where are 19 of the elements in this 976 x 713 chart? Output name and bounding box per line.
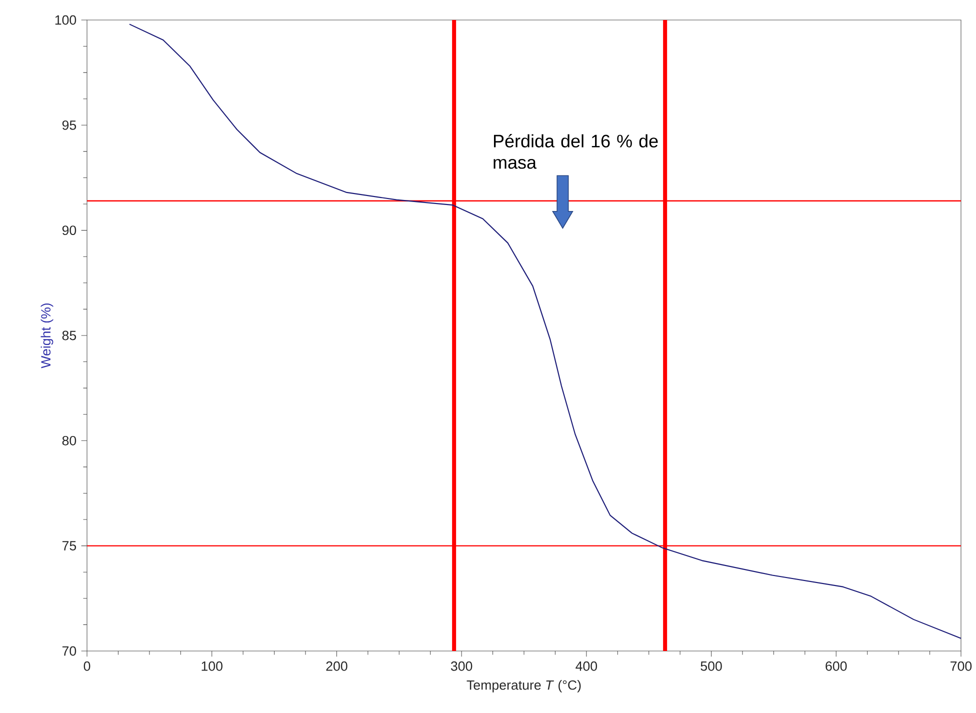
x-tick-label: 100 (202, 661, 222, 671)
x-tick-label: 600 (826, 661, 847, 671)
y-tick-label: 85 (62, 330, 76, 340)
x-tick-label: 400 (576, 661, 598, 671)
x-tick-label: 300 (450, 661, 472, 671)
y-tick-label: 70 (62, 646, 76, 656)
line-series (128, 24, 962, 639)
x-tick-label: 500 (700, 661, 722, 671)
annotation: Pérdida del 16 % de masa (494, 134, 658, 169)
y-tick-label: 100 (55, 15, 76, 25)
y-axis-title: Weight (%) (40, 303, 54, 368)
x-tick-label: 700 (950, 661, 972, 671)
y-tick-label: 95 (62, 120, 76, 130)
x-tick-label: 200 (326, 661, 348, 671)
y-tick-label: 80 (62, 436, 76, 446)
y-tick-label: 75 (62, 541, 76, 550)
x-axis-title: Temperature T (°C) (466, 680, 581, 692)
x-tick-label: 0 (84, 661, 90, 671)
y-tick-label: 90 (62, 226, 76, 236)
